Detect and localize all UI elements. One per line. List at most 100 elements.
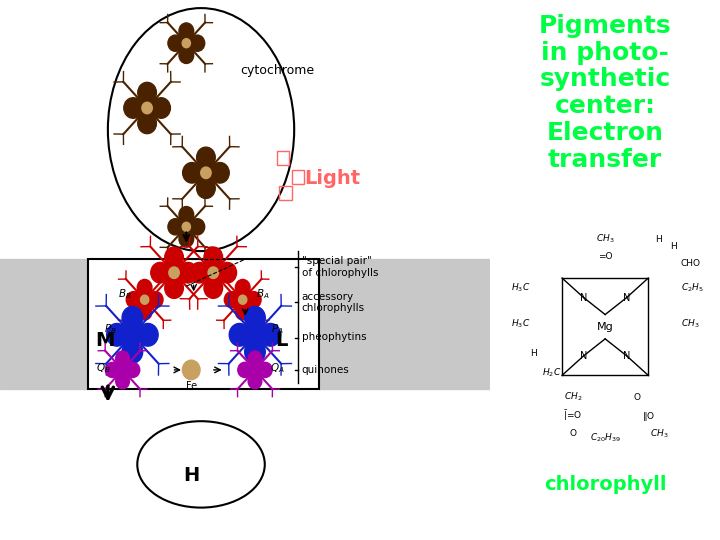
Text: $\bar{|}$=O: $\bar{|}$=O [563,408,582,423]
Circle shape [179,23,194,39]
Circle shape [179,262,197,283]
Circle shape [245,340,265,363]
Bar [0,259,89,389]
Circle shape [126,362,140,377]
Circle shape [152,98,171,118]
Circle shape [225,292,239,308]
Circle shape [138,303,152,320]
Text: $B_B$: $B_B$ [118,287,132,301]
Circle shape [138,113,156,133]
Text: H: H [656,235,662,244]
Circle shape [182,222,191,231]
Text: pheophytins: pheophytins [302,333,366,342]
Circle shape [124,98,143,118]
Circle shape [181,37,192,50]
Bar [319,259,490,389]
Text: chlorophyll: chlorophyll [544,475,667,495]
Circle shape [235,303,250,320]
Text: $C_{20}H_{39}$: $C_{20}H_{39}$ [590,432,621,444]
Circle shape [138,280,152,295]
Text: CHO: CHO [680,259,701,268]
Bar [292,170,304,184]
Circle shape [248,374,262,389]
Circle shape [169,267,179,279]
Text: $\|$O: $\|$O [642,410,654,423]
Circle shape [140,100,155,116]
Text: $CH_3$: $CH_3$ [596,233,614,245]
Circle shape [165,278,184,298]
Circle shape [116,374,130,389]
Circle shape [122,340,143,363]
Bar [89,259,319,389]
Circle shape [229,323,250,346]
Circle shape [182,360,200,380]
Text: $Q_A$: $Q_A$ [270,361,284,375]
Bar [277,151,289,165]
Text: O: O [570,429,577,438]
Circle shape [179,47,194,63]
Text: $C_2H_5$: $C_2H_5$ [680,281,703,294]
Circle shape [249,364,261,376]
Circle shape [126,292,141,308]
Text: Light: Light [304,168,360,188]
Text: quinones: quinones [302,365,349,375]
Circle shape [105,362,119,377]
Text: $CH_2$: $CH_2$ [564,390,582,403]
Circle shape [235,280,250,295]
Circle shape [238,295,247,304]
Circle shape [248,351,262,366]
Text: N: N [580,293,588,302]
Circle shape [122,307,143,329]
Circle shape [179,206,194,223]
Circle shape [208,267,218,279]
Circle shape [116,351,130,366]
Text: H: H [670,242,677,251]
Circle shape [246,292,261,308]
Text: $P_B$: $P_B$ [104,322,117,336]
Text: $H_3C$: $H_3C$ [510,318,530,330]
Ellipse shape [138,421,265,508]
Text: L: L [276,330,288,350]
Circle shape [124,326,140,344]
Circle shape [245,307,265,329]
Circle shape [237,293,248,306]
Circle shape [142,102,153,114]
Text: H: H [183,465,199,485]
Circle shape [210,163,229,183]
Circle shape [204,278,222,298]
Text: Pigments
in photo-
synthetic
center:
Electron
transfer: Pigments in photo- synthetic center: Ele… [539,14,672,172]
Text: $H_2C$: $H_2C$ [541,366,561,379]
Circle shape [190,219,204,235]
Text: O: O [634,393,641,402]
Text: Fe: Fe [186,381,197,391]
Circle shape [107,323,127,346]
Circle shape [138,323,158,346]
Circle shape [181,220,192,233]
Text: "special pair"
of chlorophylls: "special pair" of chlorophylls [302,256,378,278]
Circle shape [168,35,183,51]
Circle shape [150,262,169,283]
Text: N: N [580,351,588,361]
Circle shape [238,362,251,377]
Circle shape [183,163,202,183]
Text: cytochrome: cytochrome [240,64,315,77]
Circle shape [165,247,184,267]
Text: accessory
chlorophylls: accessory chlorophylls [302,292,364,313]
Circle shape [168,219,183,235]
Circle shape [190,35,204,51]
Text: $P_A$: $P_A$ [271,322,284,336]
Text: $CH_3$: $CH_3$ [680,318,699,330]
Circle shape [199,165,213,181]
Circle shape [218,262,237,283]
Text: Mg: Mg [597,322,613,332]
Text: $Q_B$: $Q_B$ [96,361,110,375]
Circle shape [197,178,215,198]
Text: $B_A$: $B_A$ [256,287,269,301]
Circle shape [247,326,264,344]
Ellipse shape [108,8,294,251]
Circle shape [197,147,215,167]
Text: $CH_3$: $CH_3$ [649,427,668,440]
Circle shape [148,292,163,308]
Circle shape [138,82,156,103]
Circle shape [260,323,281,346]
